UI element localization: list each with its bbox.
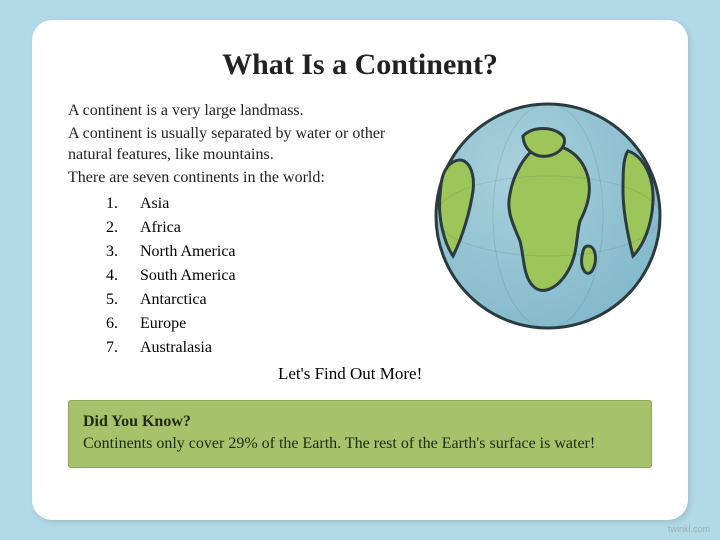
- list-label: Antarctica: [140, 288, 207, 312]
- list-num: 1.: [106, 192, 140, 216]
- content-area: A continent is a very large landmass. A …: [68, 100, 652, 384]
- list-label: North America: [140, 240, 236, 264]
- list-label: South America: [140, 264, 236, 288]
- list-num: 4.: [106, 264, 140, 288]
- list-num: 6.: [106, 312, 140, 336]
- list-label: Australasia: [140, 336, 212, 360]
- intro-line-3: There are seven continents in the world:: [68, 167, 418, 189]
- list-num: 7.: [106, 336, 140, 360]
- list-label: Europe: [140, 312, 186, 336]
- fact-title: Did You Know?: [83, 411, 637, 433]
- page-title: What Is a Continent?: [68, 48, 652, 82]
- did-you-know-box: Did You Know? Continents only cover 29% …: [68, 400, 652, 467]
- list-num: 3.: [106, 240, 140, 264]
- content-card: What Is a Continent? A continent is a ve…: [32, 20, 688, 520]
- list-num: 2.: [106, 216, 140, 240]
- intro-line-2: A continent is usually separated by wate…: [68, 123, 418, 166]
- globe-icon: [428, 96, 668, 336]
- intro-line-1: A continent is a very large landmass.: [68, 100, 418, 122]
- list-label: Asia: [140, 192, 169, 216]
- intro-text: A continent is a very large landmass. A …: [68, 100, 418, 188]
- cta-text: Let's Find Out More!: [278, 364, 652, 384]
- list-item: 7.Australasia: [106, 336, 652, 360]
- fact-body: Continents only cover 29% of the Earth. …: [83, 433, 637, 455]
- watermark: twinkl.com: [668, 524, 710, 534]
- list-num: 5.: [106, 288, 140, 312]
- globe-illustration: [428, 96, 668, 336]
- list-label: Africa: [140, 216, 181, 240]
